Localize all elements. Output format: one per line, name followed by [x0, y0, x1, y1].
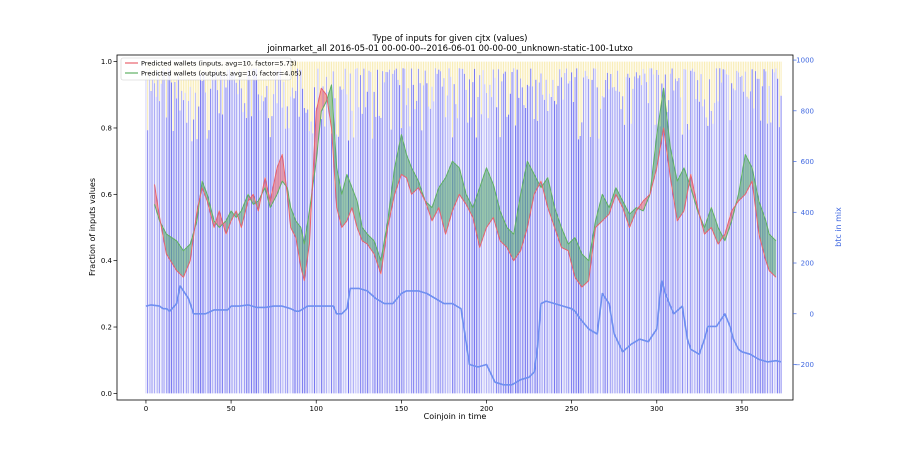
fill-segment: [411, 167, 419, 195]
y2-tick-label: 200: [801, 260, 814, 268]
fill-segment: [346, 174, 352, 221]
fill-segment: [479, 167, 487, 248]
fill-segment: [711, 207, 719, 245]
fill-segment: [176, 240, 184, 278]
fill-segment: [554, 207, 562, 248]
fill-segment: [231, 210, 237, 221]
y-axis-label: Fraction of inputs values: [88, 178, 97, 276]
fill-segment: [351, 187, 358, 228]
legend-label-outputs: Predicted wallets (outputs, avg=10, fact…: [141, 70, 301, 78]
fill-segment: [394, 134, 402, 195]
y2-axis-label: btc in mix: [834, 207, 843, 247]
fill-segment: [769, 234, 776, 278]
fill-segment: [663, 88, 671, 178]
fill-segment: [520, 161, 528, 251]
fill-segment: [401, 134, 407, 178]
y-tick-label: 0.4: [101, 257, 113, 265]
fill-segment: [202, 181, 208, 201]
lines-layer: [145, 84, 782, 386]
y2-tick-label: 400: [801, 209, 814, 217]
fill-segment: [493, 184, 501, 241]
legend: Predicted wallets (inputs, avg=10, facto…: [120, 57, 301, 81]
fill-segment: [374, 240, 381, 274]
x-tick-label: 150: [395, 405, 408, 413]
fill-segment: [561, 227, 569, 251]
fill-segment: [459, 167, 467, 205]
plot-frame: [116, 54, 794, 401]
fill-layer: [154, 84, 776, 288]
fill-segment: [472, 187, 480, 248]
fill-segment: [500, 210, 507, 248]
x-tick-label: 250: [565, 405, 578, 413]
y2-tick-label: 0: [810, 310, 814, 318]
fill-segment: [357, 200, 363, 241]
fill-segment: [166, 234, 177, 271]
fill-segment: [432, 187, 439, 221]
x-tick-label: 300: [650, 405, 663, 413]
fill-segment: [622, 200, 630, 228]
fill-segment: [581, 254, 589, 288]
fill-segment: [225, 210, 232, 235]
x-tick-label: 0: [144, 405, 148, 413]
x-tick-label: 200: [480, 405, 493, 413]
fill-segment: [670, 147, 678, 221]
series-line-btc-in-mix: [145, 280, 782, 386]
y-tick-label: 0.8: [101, 124, 112, 132]
fill-segment: [547, 177, 555, 228]
y2-tick-label: 600: [801, 158, 814, 166]
fill-segment: [513, 194, 521, 261]
fill-segment: [248, 194, 254, 205]
fill-segment: [704, 207, 712, 235]
chart-subtitle: joinmarket_all 2016-05-01 00-00-00--2016…: [266, 44, 633, 54]
fill-segment: [575, 237, 582, 288]
fill-segment: [602, 194, 610, 221]
fill-segment: [362, 227, 368, 245]
fill-segment: [765, 220, 770, 271]
y-tick-label: 0.2: [101, 324, 112, 332]
x-tick-label: 350: [735, 405, 748, 413]
x-axis-label: Coinjoin in time: [424, 412, 487, 421]
fill-segment: [295, 220, 301, 268]
fill-segment: [438, 177, 446, 235]
legend-label-inputs: Predicted wallets (inputs, avg=10, facto…: [141, 60, 297, 68]
fill-segment: [609, 187, 616, 215]
y2-tick-label: 800: [801, 107, 814, 115]
fill-segment: [527, 161, 535, 228]
y-tick-label: 0.6: [101, 191, 113, 199]
bars-layer: [145, 61, 782, 394]
fill-segment: [406, 154, 412, 195]
fill-segment: [290, 207, 296, 238]
fill-segment: [534, 174, 541, 195]
fill-segment: [486, 167, 494, 228]
fill-segment: [677, 167, 685, 221]
fill-segment: [304, 210, 310, 281]
fill-segment: [745, 154, 753, 195]
x-tick-label: 100: [310, 405, 323, 413]
chart-title: Type of inputs for given cjtx (values): [372, 34, 528, 44]
fill-segment: [341, 174, 347, 228]
y-tick-label: 1.0: [101, 58, 112, 66]
fill-segment: [331, 84, 337, 208]
legend-box: [120, 57, 292, 81]
y-tick-label: 0.0: [101, 390, 112, 398]
y2-axis-ticks: −200 0 200 400 600 800 1000: [793, 57, 814, 369]
x-axis-ticks: 0 50 100 150 200 250 300 350: [144, 400, 749, 413]
y-axis-ticks: 0.0 0.2 0.4 0.6 0.8 1.0: [101, 58, 117, 398]
fill-segment: [277, 154, 283, 195]
y2-tick-label: 1000: [796, 57, 814, 65]
fill-segment: [758, 200, 766, 261]
fill-segment: [506, 227, 514, 261]
fill-segment: [336, 167, 342, 228]
fill-segment: [214, 210, 220, 228]
fill-segment: [466, 194, 473, 218]
y2-tick-label: −200: [795, 361, 814, 369]
x-tick-label: 50: [227, 405, 236, 413]
fill-segment: [615, 187, 623, 208]
series-line-inputs: [154, 87, 777, 288]
fill-segment: [183, 244, 191, 278]
fill-segment: [656, 88, 664, 168]
fill-segment: [568, 237, 576, 278]
